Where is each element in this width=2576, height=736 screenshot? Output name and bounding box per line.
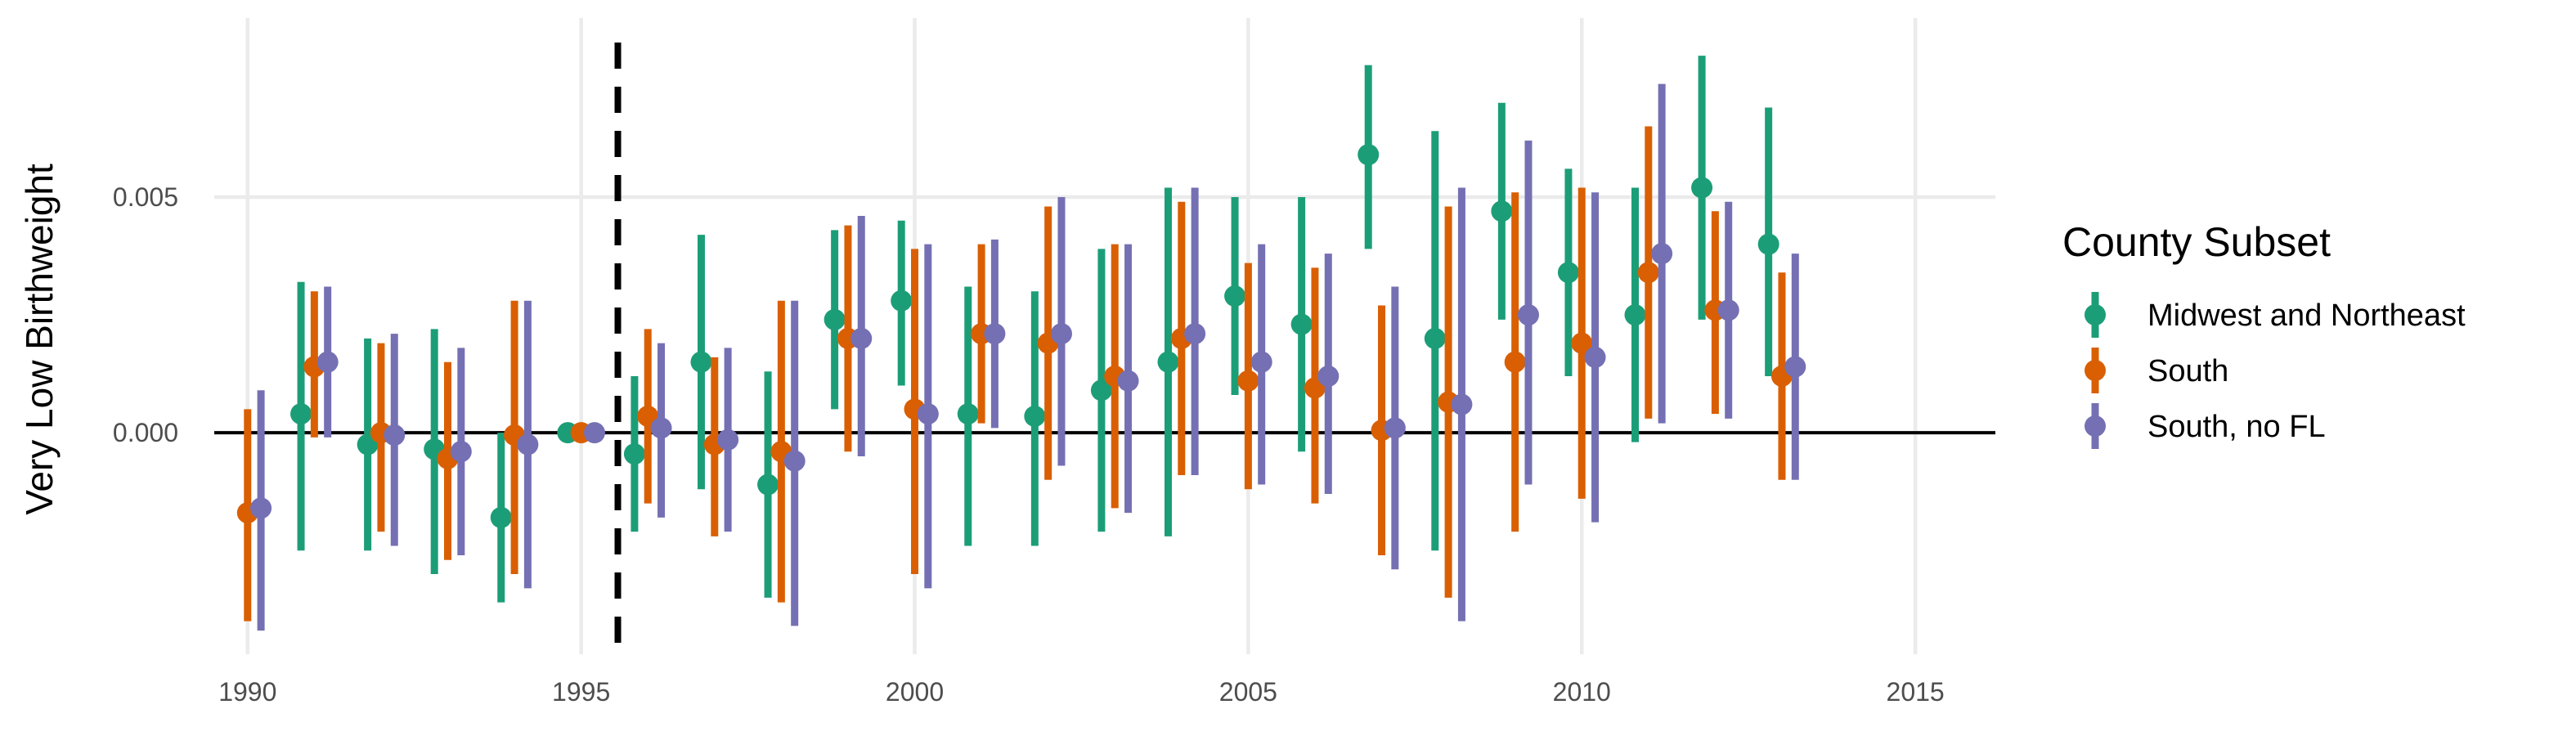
x-tick-label: 2000: [886, 677, 944, 707]
y-tick-label: 0.000: [113, 418, 178, 447]
legend-key-point: [2085, 360, 2106, 381]
x-tick-label: 1995: [552, 677, 610, 707]
x-tick-label: 2005: [1219, 677, 1277, 707]
data-point: [1424, 327, 1446, 349]
data-point: [1757, 233, 1779, 255]
data-point: [1584, 346, 1606, 368]
data-point: [1517, 304, 1539, 326]
data-point: [1784, 356, 1806, 378]
data-point: [1184, 323, 1206, 345]
data-point: [290, 403, 312, 425]
data-point: [1557, 262, 1579, 284]
data-point: [1717, 299, 1739, 321]
series-group: [236, 126, 1793, 622]
y-axis-title: Very Low Birthweight: [18, 164, 61, 515]
y-tick-label: 0.005: [113, 182, 178, 212]
data-point: [1090, 379, 1112, 402]
legend: County Subset Midwest and Northeast South…: [2062, 219, 2466, 449]
data-point: [824, 308, 846, 330]
series-group: [250, 83, 1806, 631]
data-point: [650, 417, 672, 439]
data-point: [1317, 365, 1340, 387]
data-point: [250, 497, 272, 519]
data-point: [957, 403, 979, 425]
data-point: [757, 473, 779, 496]
data-point: [1224, 285, 1246, 307]
data-point: [623, 443, 645, 465]
data-point: [1571, 332, 1593, 354]
legend-label: South, no FL: [2147, 410, 2326, 444]
data-point: [1451, 393, 1473, 415]
legend-key-point: [2085, 415, 2106, 437]
data-point: [984, 323, 1006, 345]
data-point: [316, 351, 339, 373]
data-point: [917, 403, 939, 425]
x-tick-label: 2010: [1553, 677, 1611, 707]
data-point: [384, 424, 406, 447]
data-point: [1358, 144, 1380, 166]
data-point: [1050, 323, 1072, 345]
data-point: [450, 441, 472, 463]
data-point: [1250, 351, 1272, 373]
legend-key-point: [2085, 304, 2106, 325]
data-point: [1290, 313, 1313, 335]
data-point: [1637, 262, 1659, 284]
data-point: [891, 289, 913, 312]
legend-title: County Subset: [2062, 219, 2331, 265]
legend-label: South: [2147, 354, 2228, 388]
axes: 1990 1995 2000 2005 2010 2015 0.000 0.005: [113, 182, 1945, 707]
data-point: [1384, 417, 1406, 439]
x-tick-label: 1990: [218, 677, 276, 707]
series-group: [290, 56, 1779, 603]
data-point: [1504, 351, 1526, 373]
data-point: [783, 450, 806, 472]
data-point: [517, 433, 539, 456]
data-point: [717, 429, 739, 451]
x-tick-label: 2015: [1887, 677, 1945, 707]
data-point: [1117, 370, 1139, 392]
data-point: [1237, 370, 1259, 392]
legend-items: Midwest and Northeast South South, no FL: [2085, 292, 2466, 449]
data-point: [1691, 177, 1713, 199]
data-point: [690, 351, 712, 373]
plot-area: [236, 56, 1806, 631]
data-point: [490, 506, 512, 528]
data-point: [583, 422, 605, 444]
data-point: [1157, 351, 1179, 373]
data-point: [1624, 304, 1646, 326]
data-point: [850, 327, 873, 349]
data-point: [1651, 243, 1673, 265]
data-point: [1024, 405, 1046, 427]
data-point: [1491, 200, 1513, 222]
legend-label: Midwest and Northeast: [2147, 298, 2466, 333]
